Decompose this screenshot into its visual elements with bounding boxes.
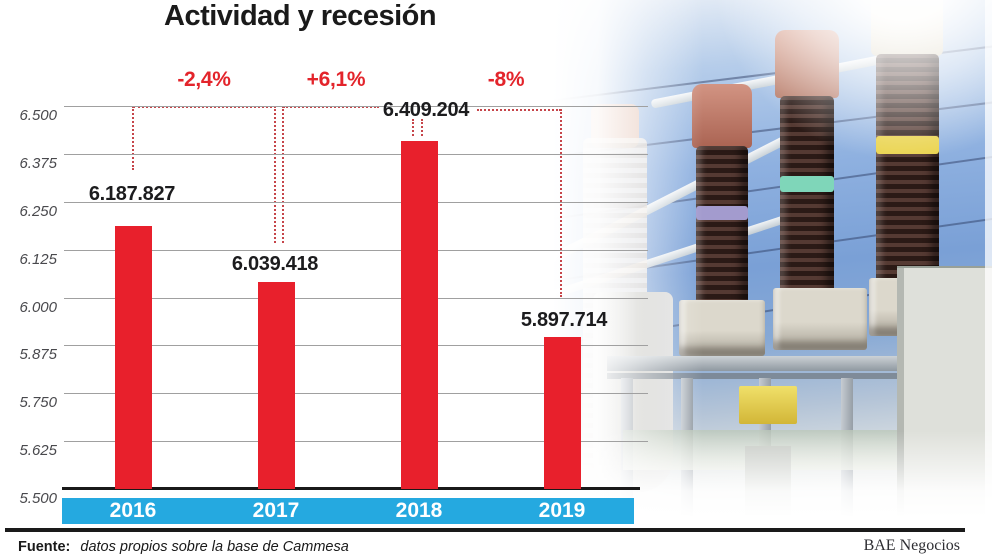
credit: BAE Negocios	[863, 537, 960, 554]
pct-bracket-line	[412, 119, 414, 136]
page-title: Actividad y recesión	[164, 0, 437, 32]
pct-bracket-line	[282, 106, 284, 243]
gridline	[64, 106, 648, 107]
pct-bracket-line	[560, 109, 562, 297]
bar-value-label: 6.187.827	[88, 183, 176, 205]
pct-bracket-line	[132, 106, 134, 170]
y-axis-tick-label: 6.500	[19, 107, 57, 124]
x-axis-year-label: 2017	[252, 499, 300, 522]
y-axis-tick-label: 6.375	[19, 155, 57, 172]
gridline	[64, 202, 648, 203]
y-axis-tick-label: 6.250	[19, 203, 57, 220]
pct-bracket-line	[283, 106, 379, 108]
pct-bracket-line	[477, 109, 561, 111]
source-text: datos propios sobre la base de Cammesa	[80, 539, 349, 555]
x-axis-year-label: 2019	[538, 499, 586, 522]
x-axis-year-label: 2016	[109, 499, 157, 522]
bar-2019	[544, 337, 581, 489]
gridline	[64, 393, 648, 394]
bar-value-label: 6.039.418	[231, 253, 319, 275]
x-axis-baseline	[62, 487, 640, 490]
gridline	[64, 441, 648, 442]
photo-fade-right	[985, 0, 992, 531]
footer-divider	[5, 528, 965, 532]
pct-bracket-line	[133, 106, 276, 108]
gridline	[64, 154, 648, 155]
y-axis-tick-label: 5.625	[19, 442, 57, 459]
gridline	[64, 250, 648, 251]
y-axis-tick-label: 5.750	[19, 394, 57, 411]
gridline	[64, 345, 648, 346]
x-axis-year-label: 2018	[395, 499, 443, 522]
pct-change-label: +6,1%	[306, 68, 366, 91]
pct-change-label: -2,4%	[177, 68, 231, 91]
bar-value-label: 5.897.714	[520, 309, 608, 331]
y-axis-tick-label: 6.000	[19, 299, 57, 316]
y-axis-tick-label: 6.125	[19, 251, 57, 268]
pct-bracket-line	[421, 119, 423, 136]
bar-2016	[115, 226, 152, 489]
gridline	[64, 298, 648, 299]
y-axis-tick-label: 5.875	[19, 346, 57, 363]
source-label: Fuente:	[18, 539, 71, 555]
pct-change-label: -8%	[487, 68, 525, 91]
y-axis-tick-label: 5.500	[19, 490, 57, 507]
source-line: Fuente: datos propios sobre la base de C…	[18, 539, 349, 555]
substation-photo	[553, 0, 992, 531]
bar-value-label: 6.409.204	[382, 99, 470, 121]
bar-2017	[258, 282, 295, 489]
bar-2018	[401, 141, 438, 489]
pct-bracket-line	[274, 106, 276, 243]
x-axis-band	[62, 498, 634, 524]
